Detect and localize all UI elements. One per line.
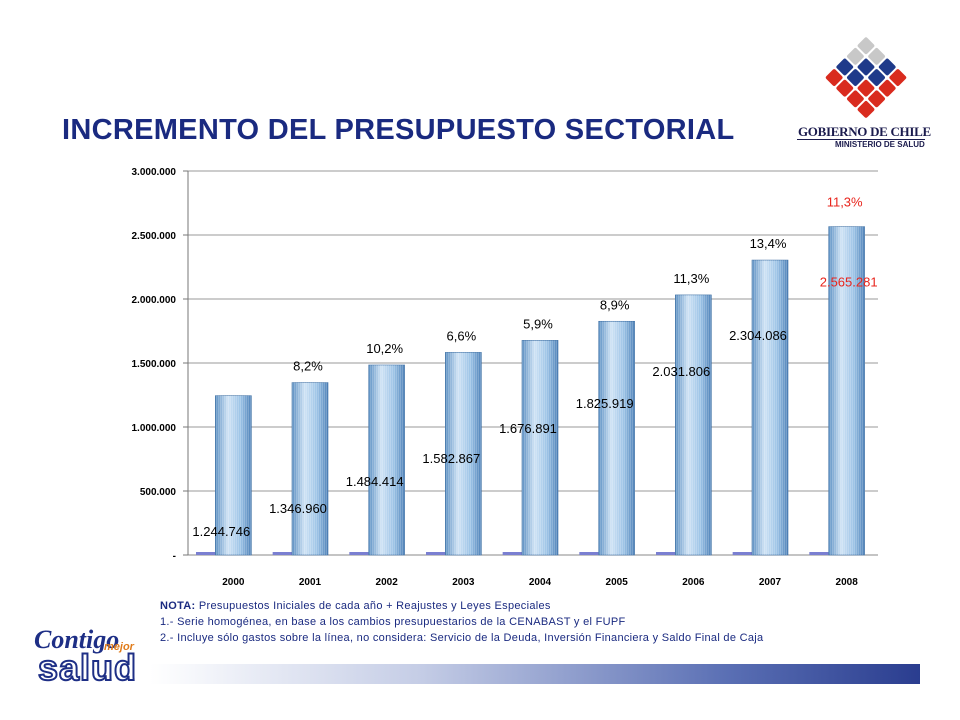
logo-cube [847,48,864,65]
x-tick-label: 2001 [299,577,322,588]
baseline-marker [732,552,759,555]
baseline-marker [502,552,529,555]
growth-label: 5,9% [523,316,553,331]
brand-word-mejor: mejor [104,641,134,653]
baseline-marker [579,552,606,555]
y-tick-label: 2.000.000 [132,295,177,306]
footer-gradient-bar [150,664,920,684]
y-tick-label: 1.500.000 [132,359,177,370]
x-tick-label: 2005 [606,577,629,588]
bar-texture [752,260,788,555]
logo-cube [889,69,907,86]
baseline-marker [272,552,299,555]
bar-texture [598,321,635,555]
growth-label: 6,6% [447,328,477,343]
gobierno-logo-icon [825,37,907,118]
x-tick-label: 2002 [376,577,399,588]
logo-line2: MINISTERIO DE SALUD [835,140,925,149]
y-tick-label: 500.000 [140,487,177,498]
note-label: NOTA: [160,600,196,612]
value-label: 1.676.891 [499,421,557,436]
bar-texture [522,340,558,555]
value-label: 1.825.919 [576,396,634,411]
value-label: 1.582.867 [422,451,480,466]
logo-cube [847,90,864,108]
value-label: 1.244.746 [192,524,250,539]
bar-texture [368,364,405,555]
bar-texture [292,382,328,555]
note-line-0: NOTA: Presupuestos Iniciales de cada año… [160,598,920,614]
logo-cube [868,90,885,108]
logo-cube [878,58,896,76]
x-tick-label: 2007 [759,577,782,588]
logo-divider [797,139,925,140]
x-tick-label: 2000 [222,577,245,588]
growth-label: 11,3% [827,195,863,210]
baseline-marker [656,552,682,555]
x-tick-label: 2008 [836,577,859,588]
note-text-0: Presupuestos Iniciales de cada año + Rea… [198,600,551,612]
bar-texture [445,352,482,555]
logo-cube [868,69,885,86]
bar-texture [215,395,252,555]
logo-cube [857,101,875,118]
bar-texture [828,226,865,555]
x-tick-label: 2004 [529,577,552,588]
value-label: 2.565.281 [820,275,878,290]
contigo-mejor-salud-logo: Contigo mejor salud [34,625,149,690]
budget-bar-chart: - 500.000 1.000.000 1.500.000 2.000.000 2.500… [132,167,878,588]
value-label: 2.304.086 [729,328,787,343]
bar-texture [675,294,712,555]
logo-cube [857,79,875,97]
y-tick-label: - [173,551,176,562]
x-tick-label: 2003 [452,577,475,588]
logo-cube [868,48,885,65]
note-line-1: 1.- Serie homogénea, en base a los cambi… [160,616,626,628]
growth-label: 11,3% [673,271,709,286]
brand-word-contigo: Contigo [34,625,120,654]
logo-line1: GOBIERNO DE CHILE [798,124,931,139]
baseline-marker [349,552,376,555]
brand-word-salud: salud [37,646,138,689]
x-tick-label: 2006 [682,577,705,588]
value-label: 1.346.960 [269,501,327,516]
baseline-marker [809,552,836,555]
y-tick-label: 3.000.000 [132,167,177,178]
logo-cube [857,37,875,55]
logo-cube [857,58,875,76]
note-line-2: 2.- Incluye sólo gastos sobre la línea, … [160,632,764,644]
y-tick-label: 2.500.000 [132,231,177,242]
baseline-marker [196,552,222,555]
growth-label: 13,4% [750,236,787,251]
growth-label: 8,2% [293,359,323,374]
baseline-marker [426,552,452,555]
logo-cube [878,79,896,97]
growth-label: 8,9% [600,297,630,312]
logo-cube [847,69,864,86]
y-tick-label: 1.000.000 [132,423,177,434]
growth-label: 10,2% [366,341,403,356]
value-label: 2.031.806 [652,364,710,379]
logo-cube [825,69,843,86]
logo-cube [836,58,854,76]
page-title: INCREMENTO DEL PRESUPUESTO SECTORIAL [62,114,735,146]
note-block: NOTA: Presupuestos Iniciales de cada año… [160,598,920,646]
logo-cube [836,79,854,97]
value-label: 1.484.414 [346,474,404,489]
